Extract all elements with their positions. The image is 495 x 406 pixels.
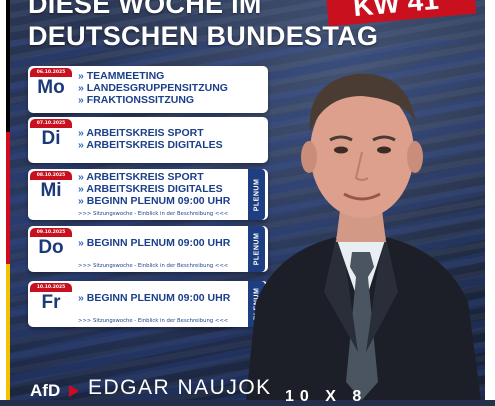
agenda-list: TEAMMEETING LANDESGRUPPENSITZUNG FRAKTIO… <box>78 70 228 106</box>
day-card-friday: 10.10.2025 Fr BEGINN PLENUM 09:00 UHR >>… <box>28 281 268 327</box>
day-name: Di <box>41 128 61 149</box>
left-frame <box>0 0 10 400</box>
party-logo: AfD <box>30 381 61 400</box>
agenda-item: FRAKTIONSSITZUNG <box>78 94 228 106</box>
page-title: DIESE WOCHE IM DEUTSCHEN BUNDESTAG <box>28 0 378 52</box>
plenum-tag-thursday: PLENUM <box>248 226 265 272</box>
day-name: Mo <box>37 77 65 98</box>
agenda-item: BEGINN PLENUM 09:00 UHR <box>78 292 231 304</box>
right-frame <box>485 0 495 400</box>
agenda-list: ARBEITSKREIS SPORT ARBEITSKREIS DIGITALE… <box>78 127 223 151</box>
agenda-item: ARBEITSKREIS DIGITALES <box>78 183 230 195</box>
date-tab: 08.10.2025 <box>30 171 72 180</box>
date-tab: 10.10.2025 <box>30 283 72 292</box>
plenum-tag-wednesday: PLENUM <box>248 169 265 220</box>
agenda-item: ARBEITSKREIS SPORT <box>78 127 223 139</box>
day-card-tuesday: 07.10.2025 Di ARBEITSKREIS SPORT ARBEITS… <box>28 117 268 163</box>
agenda-item: BEGINN PLENUM 09:00 UHR <box>78 237 231 249</box>
logo-arrow-icon <box>69 385 79 397</box>
date-tab: 06.10.2025 <box>30 68 72 77</box>
agenda-item: ARBEITSKREIS SPORT <box>78 171 230 183</box>
portrait-photo <box>246 73 481 400</box>
corner-caption: 10 X 8 <box>285 388 368 405</box>
session-note: >>> Sitzungswoche - Einblick in der Besc… <box>78 263 229 269</box>
day-name: Fr <box>41 292 61 313</box>
agenda-item: LANDESGRUPPENSITZUNG <box>78 82 228 94</box>
agenda-item: ARBEITSKREIS DIGITALES <box>78 139 222 151</box>
day-card-thursday: 09.10.2025 Do BEGINN PLENUM 09:00 UHR >>… <box>28 226 268 272</box>
person-name: EDGAR NAUJOK <box>88 376 272 399</box>
agenda-list: ARBEITSKREIS SPORT ARBEITSKREIS DIGITALE… <box>78 171 230 207</box>
date-tab: 09.10.2025 <box>30 228 72 237</box>
session-note: >>> Sitzungswoche - Einblick in der Besc… <box>78 211 229 217</box>
day-card-monday: 06.10.2025 Mo TEAMMEETING LANDESGRUPPENS… <box>28 66 268 113</box>
session-note: >>> Sitzungswoche - Einblick in der Besc… <box>78 318 229 324</box>
agenda-list: BEGINN PLENUM 09:00 UHR <box>78 237 231 249</box>
day-name: Mi <box>40 180 62 201</box>
agenda-item: BEGINN PLENUM 09:00 UHR <box>78 195 231 207</box>
title-line-1: DIESE WOCHE IM <box>28 0 262 19</box>
flag-stripe <box>6 0 10 400</box>
date-tab: 07.10.2025 <box>30 119 72 128</box>
day-card-wednesday: 08.10.2025 Mi ARBEITSKREIS SPORT ARBEITS… <box>28 169 268 220</box>
day-name: Do <box>38 237 64 258</box>
agenda-list: BEGINN PLENUM 09:00 UHR <box>78 292 231 304</box>
title-line-2: DEUTSCHEN BUNDESTAG <box>28 21 379 51</box>
agenda-item: TEAMMEETING <box>78 70 228 82</box>
